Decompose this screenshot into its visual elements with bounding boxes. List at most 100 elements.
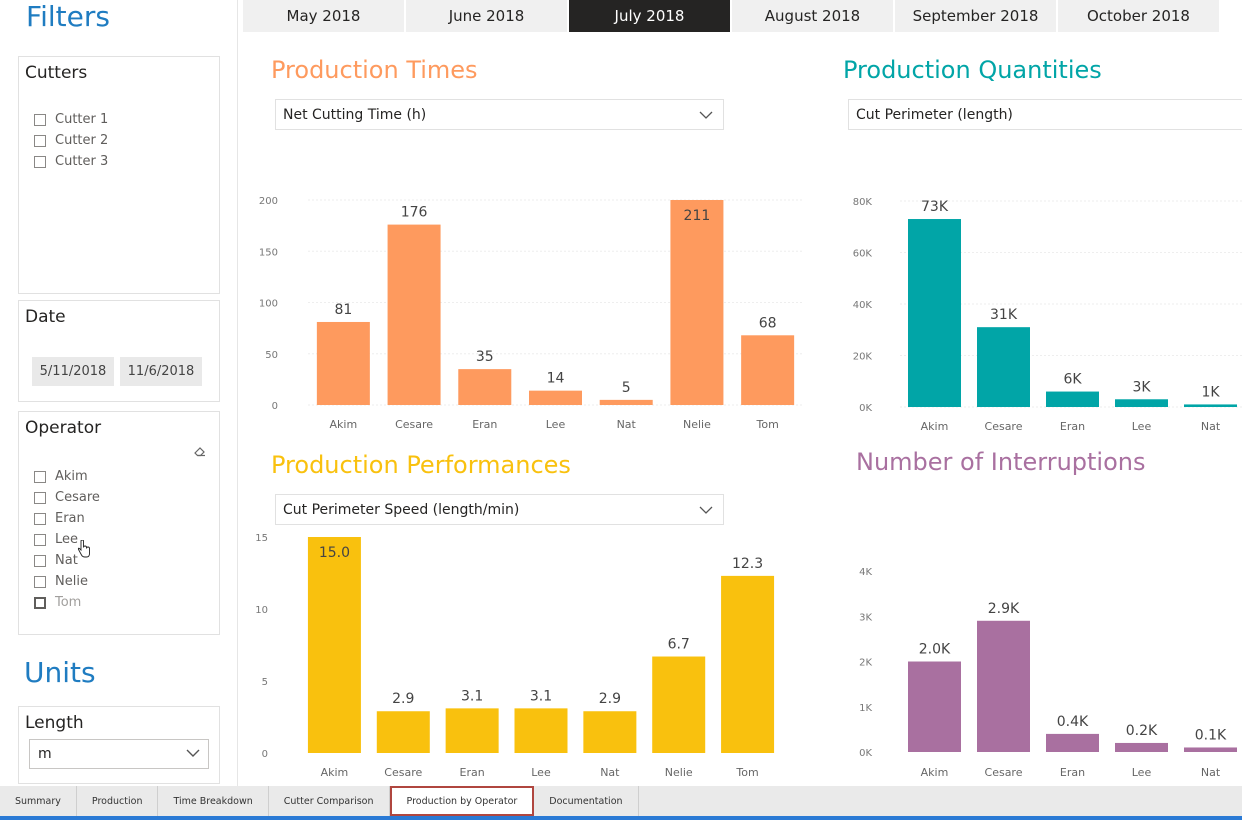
- page-tab-production-by-operator[interactable]: Production by Operator: [389, 786, 535, 816]
- operator-option-lee[interactable]: Lee: [34, 529, 100, 550]
- checkbox[interactable]: [34, 155, 46, 168]
- cutter-option-label: Cutter 2: [55, 133, 109, 148]
- length-select[interactable]: m: [29, 739, 209, 769]
- quantities-measure-dropdown[interactable]: Cut Perimeter (length): [848, 99, 1242, 130]
- checkbox[interactable]: [34, 533, 46, 546]
- quantities-category-label: Cesare: [985, 420, 1023, 433]
- quantities-ytick-label: 40K: [853, 300, 873, 311]
- times-data-label: 81: [334, 302, 352, 318]
- checkbox[interactable]: [34, 596, 46, 609]
- quantities-category-label: Akim: [921, 420, 949, 433]
- interruptions-bar-akim: [908, 661, 961, 752]
- date-end-input[interactable]: 11/6/2018: [120, 357, 202, 386]
- performances-data-label: 15.0: [319, 545, 350, 561]
- page-tab-cutter-comparison[interactable]: Cutter Comparison: [269, 786, 390, 816]
- quantities-category-label: Lee: [1132, 420, 1152, 433]
- cutter-option-label: Cutter 1: [55, 112, 109, 127]
- times-ytick-label: 50: [265, 350, 278, 361]
- operator-option-cesare[interactable]: Cesare: [34, 487, 100, 508]
- times-data-label: 211: [684, 208, 711, 224]
- checkbox[interactable]: [34, 491, 46, 504]
- quantities-bar-akim: [908, 219, 961, 407]
- performances-data-label: 3.1: [530, 688, 552, 704]
- operator-option-label: Nelie: [55, 574, 88, 589]
- interruptions-bar-nat: [1184, 747, 1237, 752]
- month-tab-july[interactable]: July 2018: [569, 0, 730, 32]
- hand-cursor-icon: [77, 539, 91, 563]
- page-tab-time-breakdown[interactable]: Time Breakdown: [158, 786, 269, 816]
- operator-option-nat[interactable]: Nat: [34, 550, 100, 571]
- quantities-ytick-label: 80K: [853, 197, 873, 208]
- interruptions-bar-eran: [1046, 733, 1099, 752]
- page-tab-summary[interactable]: Summary: [0, 786, 77, 816]
- dropdown-value: Net Cutting Time (h): [283, 106, 427, 123]
- length-slicer: Length m: [18, 706, 220, 784]
- quantities-bar-nat: [1184, 404, 1237, 407]
- quantities-ytick-label: 20K: [853, 352, 873, 363]
- operator-option-label: Lee: [55, 532, 79, 547]
- month-tab-september[interactable]: September 2018: [895, 0, 1056, 32]
- page-tab-documentation[interactable]: Documentation: [534, 786, 639, 816]
- times-ytick-label: 0: [272, 401, 278, 412]
- quantities-data-label: 1K: [1201, 384, 1220, 400]
- performances-category-label: Tom: [735, 766, 758, 779]
- checkbox[interactable]: [34, 575, 46, 588]
- times-bar-eran: [458, 369, 512, 405]
- operator-option-eran[interactable]: Eran: [34, 508, 100, 529]
- quantities-bar-cesare: [977, 327, 1030, 407]
- performances-data-label: 2.9: [599, 691, 621, 707]
- production-performances-title: Production Performances: [271, 451, 571, 479]
- checkbox[interactable]: [34, 554, 46, 567]
- times-measure-dropdown[interactable]: Net Cutting Time (h): [275, 99, 724, 130]
- times-ytick-label: 100: [259, 299, 278, 310]
- checkbox[interactable]: [34, 113, 46, 126]
- checkbox[interactable]: [34, 134, 46, 147]
- filters-title: Filters: [26, 0, 110, 33]
- cutter-option-1[interactable]: Cutter 1: [34, 109, 108, 130]
- cutters-slicer: Cutters Cutter 1 Cutter 2 Cutter 3: [18, 56, 220, 294]
- cutters-list: Cutter 1 Cutter 2 Cutter 3: [34, 109, 108, 172]
- operator-list: Akim Cesare Eran Lee Nat Nelie Tom: [34, 466, 100, 613]
- interruptions-category-label: Cesare: [985, 766, 1023, 779]
- cutter-option-3[interactable]: Cutter 3: [34, 151, 108, 172]
- times-category-label: Tom: [755, 418, 778, 431]
- interruptions-data-label: 2.0K: [919, 642, 951, 658]
- performances-measure-dropdown[interactable]: Cut Perimeter Speed (length/min): [275, 494, 724, 525]
- month-tab-june[interactable]: June 2018: [406, 0, 567, 32]
- month-tab-october[interactable]: October 2018: [1058, 0, 1219, 32]
- operator-option-nelie[interactable]: Nelie: [34, 571, 100, 592]
- performances-data-label: 12.3: [732, 556, 763, 572]
- checkbox[interactable]: [34, 470, 46, 483]
- performances-bar-eran: [445, 708, 499, 753]
- interruptions-ytick-label: 2K: [859, 658, 872, 669]
- quantities-bar-eran: [1046, 391, 1099, 407]
- times-category-label: Eran: [472, 418, 497, 431]
- operator-option-label: Cesare: [55, 490, 100, 505]
- quantities-category-label: Nat: [1201, 420, 1221, 433]
- performances-bar-tom: [721, 575, 775, 753]
- times-data-label: 68: [759, 315, 777, 331]
- eraser-icon[interactable]: [193, 444, 207, 461]
- times-ytick-label: 200: [259, 196, 278, 207]
- quantities-category-label: Eran: [1060, 420, 1085, 433]
- operator-option-akim[interactable]: Akim: [34, 466, 100, 487]
- performances-category-label: Nat: [600, 766, 620, 779]
- operator-option-tom[interactable]: Tom: [34, 592, 100, 613]
- cutter-option-label: Cutter 3: [55, 154, 109, 169]
- checkbox[interactable]: [34, 512, 46, 525]
- performances-bar-nat: [583, 711, 637, 753]
- interruptions-data-label: 2.9K: [988, 601, 1020, 617]
- production-times-title: Production Times: [271, 56, 478, 84]
- cutter-option-2[interactable]: Cutter 2: [34, 130, 108, 151]
- month-tab-august[interactable]: August 2018: [732, 0, 893, 32]
- dropdown-value: Cut Perimeter Speed (length/min): [283, 501, 520, 518]
- page-tab-production[interactable]: Production: [77, 786, 159, 816]
- times-bar-akim: [316, 321, 370, 405]
- operator-slicer-title: Operator: [25, 418, 102, 438]
- date-start-input[interactable]: 5/11/2018: [32, 357, 114, 386]
- interruptions-category-label: Nat: [1201, 766, 1221, 779]
- quantities-data-label: 73K: [921, 199, 949, 215]
- month-tab-may[interactable]: May 2018: [243, 0, 404, 32]
- times-category-label: Cesare: [395, 418, 433, 431]
- interruptions-data-label: 0.1K: [1195, 727, 1227, 743]
